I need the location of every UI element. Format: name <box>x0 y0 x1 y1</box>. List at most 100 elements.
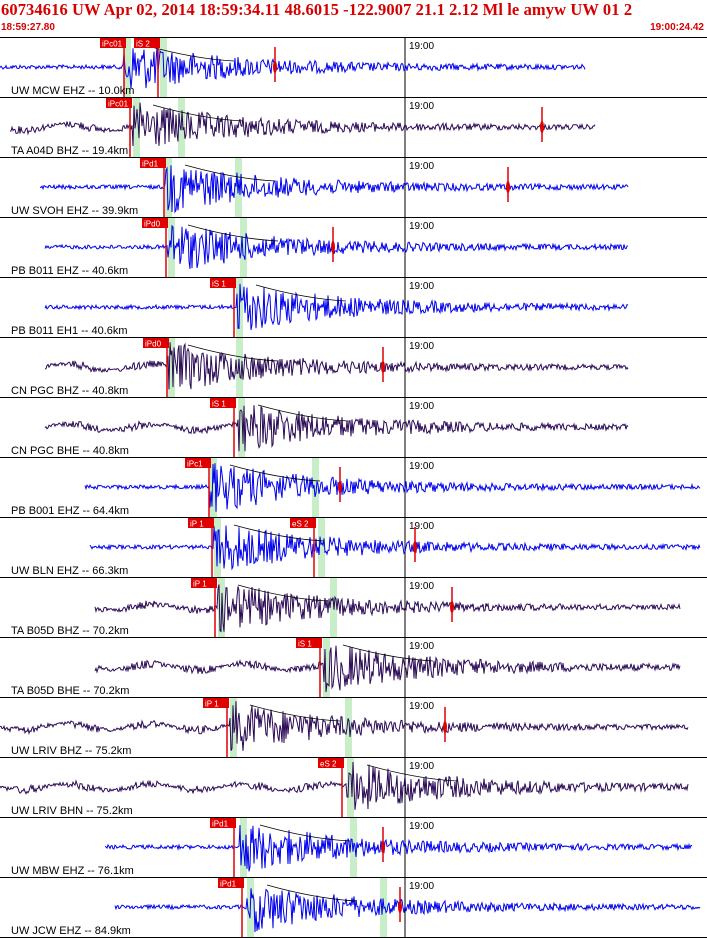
phase-pick-label[interactable]: iP 1 <box>193 580 207 589</box>
amplitude-envelope <box>184 164 276 182</box>
coda-marker-dot <box>338 481 342 493</box>
phase-pick-label[interactable]: iPd1 <box>212 820 229 829</box>
phase-pick-label[interactable]: iS 1 <box>298 640 312 649</box>
phase-pick-box[interactable] <box>203 698 229 708</box>
minute-tick-label: 19:00 <box>409 821 434 832</box>
trace-row: 19:00 iS 1 PB B011 EH1 -- 40.6km <box>0 277 707 337</box>
station-label: TA B05D BHZ -- 70.2km <box>11 625 129 637</box>
phase-pick-label[interactable]: iP 1 <box>205 700 219 709</box>
phase-pick-label[interactable]: iPd1 <box>220 880 237 889</box>
coda-marker-dot <box>443 721 447 733</box>
minute-tick-label: 19:00 <box>409 221 434 232</box>
trace-row: 19:00 iPd1 UW SVOH EHZ -- 39.9km <box>0 157 707 217</box>
phase-pick-box[interactable] <box>210 278 236 288</box>
minute-tick-label: 19:00 <box>409 581 434 592</box>
amplitude-envelope <box>366 764 458 782</box>
phase-pick-box[interactable] <box>188 518 214 528</box>
phase-pick-label[interactable]: iS 1 <box>212 400 226 409</box>
trace-row: 19:00 iPd1 UW MBW EHZ -- 76.1km <box>0 817 707 877</box>
header-bar: 60734616 UW Apr 02, 2014 18:59:34.11 48.… <box>0 0 707 36</box>
p-window-shade <box>210 458 217 517</box>
amplitude-envelope <box>257 404 349 422</box>
waveform <box>44 283 629 330</box>
phase-pick-box[interactable] <box>106 98 132 108</box>
p-window-shade <box>133 98 140 157</box>
station-label: UW BLN EHZ -- 66.3km <box>11 565 128 577</box>
coda-marker-dot <box>413 541 417 553</box>
station-label: CN PGC BHE -- 40.8km <box>11 445 129 457</box>
minute-tick-label: 19:00 <box>409 521 434 532</box>
phase-pick-label[interactable]: eS 2 <box>320 760 337 769</box>
phase-pick-box[interactable] <box>191 578 217 588</box>
phase-pick-box[interactable] <box>142 218 168 228</box>
phase-pick-box[interactable] <box>218 878 244 888</box>
phase-pick-box[interactable] <box>210 398 236 408</box>
minute-tick-label: 19:00 <box>409 341 434 352</box>
phase-pick-label[interactable]: iPc01 <box>108 100 129 109</box>
phase-pick-label[interactable]: iPc1 <box>187 460 203 469</box>
s-window-shade <box>345 698 352 757</box>
amplitude-envelope <box>259 824 351 842</box>
amplitude-envelope <box>237 584 329 602</box>
waveform <box>114 888 701 933</box>
phase-pick-box[interactable] <box>185 458 211 468</box>
waveform <box>9 102 596 147</box>
trace-row: 19:00 iS 1 CN PGC BHE -- 40.8km <box>0 397 707 457</box>
phase-pick-box[interactable] <box>290 518 316 528</box>
coda-marker-dot <box>273 61 277 73</box>
p-window-shade <box>124 38 131 97</box>
minute-tick-label: 19:00 <box>409 401 434 412</box>
trace-row: 19:00 iP 1 TA B05D BHZ -- 70.2km <box>0 577 707 637</box>
amplitude-envelope <box>229 464 321 482</box>
window-start-time: 18:59:27.80 <box>1 22 55 33</box>
phase-pick-box[interactable] <box>143 338 169 348</box>
trace-row: 19:00 iPd0 PB B011 EHZ -- 40.6km <box>0 217 707 277</box>
phase-pick-box[interactable] <box>134 38 160 48</box>
waveform <box>44 342 629 390</box>
s-window-shade <box>312 458 319 517</box>
p-window-shade <box>323 638 330 697</box>
waveform <box>94 645 681 693</box>
phase-pick-label[interactable]: iS 1 <box>212 280 226 289</box>
amplitude-envelope <box>187 224 279 242</box>
coda-marker-dot <box>540 121 544 133</box>
minute-tick-label: 19:00 <box>409 101 434 112</box>
phase-pick-box[interactable] <box>210 818 236 828</box>
minute-tick-label: 19:00 <box>409 161 434 172</box>
waveform <box>0 701 689 751</box>
phase-pick-box[interactable] <box>140 158 166 168</box>
coda-marker-dot <box>381 361 385 373</box>
minute-tick-label: 19:00 <box>409 641 434 652</box>
phase-pick-label[interactable]: iPd0 <box>144 220 161 229</box>
amplitude-envelope <box>152 104 244 122</box>
phase-pick-box[interactable] <box>100 38 126 48</box>
station-label: PB B011 EHZ -- 40.6km <box>11 265 128 277</box>
minute-tick-label: 19:00 <box>409 281 434 292</box>
station-label: UW MCW EHZ -- 10.0km <box>11 85 134 97</box>
event-title: 60734616 UW Apr 02, 2014 18:59:34.11 48.… <box>1 0 633 19</box>
phase-pick-label[interactable]: iP 1 <box>190 520 204 529</box>
phase-pick-label[interactable]: iPd0 <box>145 340 162 349</box>
phase-pick-label[interactable]: iS 2 <box>136 40 150 49</box>
phase-pick-label[interactable]: iPd1 <box>142 160 159 169</box>
phase-pick-label[interactable]: eS 2 <box>292 520 309 529</box>
coda-marker-dot <box>381 841 385 853</box>
phase-pick-box[interactable] <box>318 758 344 768</box>
station-label: TA A04D BHZ -- 19.4km <box>11 145 128 157</box>
amplitude-envelope <box>187 344 279 362</box>
waveform <box>39 165 629 214</box>
station-label: UW JCW EHZ -- 84.9km <box>11 925 131 937</box>
phase-pick-label[interactable]: iPc01 <box>102 40 123 49</box>
waveform <box>44 224 629 269</box>
coda-marker-dot <box>331 241 335 253</box>
station-label: PB B011 EH1 -- 40.6km <box>11 325 128 337</box>
p-window-shade <box>347 758 354 817</box>
amplitude-envelope <box>249 704 341 722</box>
phase-pick-box[interactable] <box>296 638 322 648</box>
amplitude-envelope <box>255 284 347 302</box>
station-label: PB B001 EHZ -- 64.4km <box>11 505 129 517</box>
p-window-shade <box>238 398 245 457</box>
station-label: UW LRIV BHN -- 75.2km <box>11 805 133 817</box>
station-label: CN PGC BHZ -- 40.8km <box>11 385 128 397</box>
waveform <box>89 525 701 571</box>
